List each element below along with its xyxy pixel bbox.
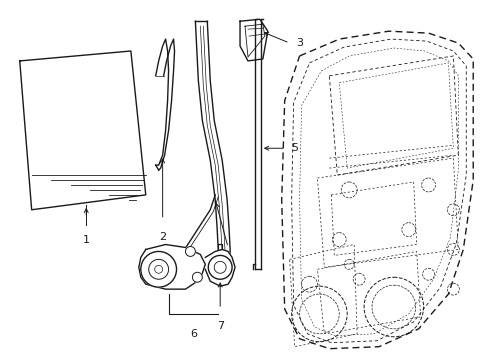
Text: 7: 7: [216, 321, 224, 331]
Polygon shape: [139, 244, 205, 289]
Text: 1: 1: [82, 235, 89, 244]
Text: 2: 2: [159, 231, 166, 242]
Circle shape: [208, 255, 232, 279]
Circle shape: [364, 277, 423, 337]
Circle shape: [185, 247, 195, 256]
Circle shape: [192, 272, 202, 282]
Text: 5: 5: [291, 143, 298, 153]
Text: 6: 6: [189, 329, 197, 339]
Text: 3: 3: [296, 38, 303, 48]
Circle shape: [141, 251, 176, 287]
Circle shape: [291, 286, 346, 342]
Polygon shape: [205, 249, 235, 286]
Text: 4: 4: [224, 260, 231, 269]
